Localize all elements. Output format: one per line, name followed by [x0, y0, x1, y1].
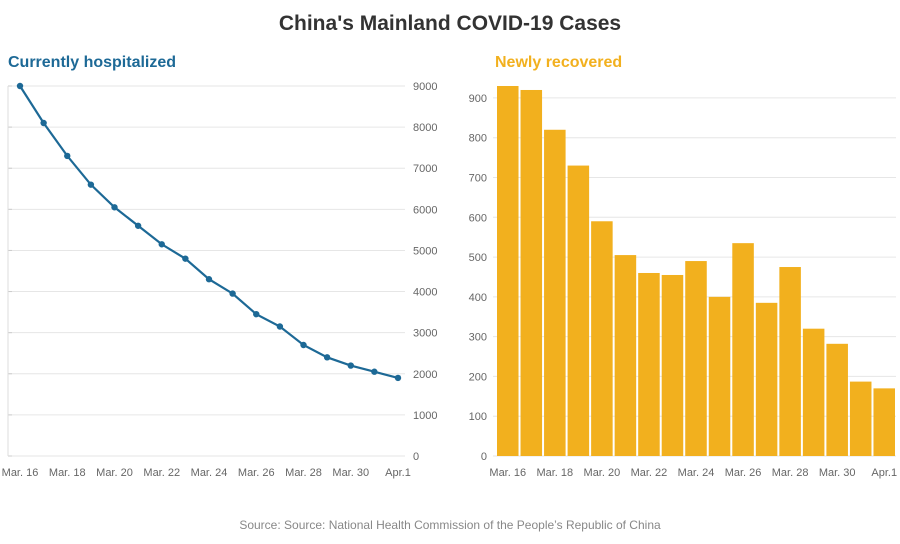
y-tick-label: 3000	[413, 328, 437, 340]
x-tick-label: Mar. 26	[725, 467, 762, 479]
data-point	[182, 255, 189, 262]
chart-title: China's Mainland COVID-19 Cases	[278, 12, 622, 35]
x-tick-label: Mar. 24	[191, 467, 228, 479]
data-point	[64, 152, 71, 160]
data-point	[87, 181, 95, 188]
y-tick-label: 500	[469, 252, 487, 264]
recovered-bar	[802, 328, 825, 456]
x-tick-label: Mar. 18	[49, 467, 86, 479]
recovered-bar	[567, 165, 590, 456]
data-point	[158, 241, 165, 248]
recovered-bar	[732, 243, 754, 456]
recovered-bar	[826, 343, 848, 456]
x-tick-label: Mar. 28	[772, 467, 809, 479]
y-tick-label: 200	[469, 371, 487, 383]
x-tick-label: Mar. 22	[631, 467, 668, 479]
y-tick-label: 8000	[413, 122, 437, 134]
y-tick-label: 700	[469, 173, 487, 185]
y-tick-label: 9000	[413, 81, 437, 93]
recovered-chart-title: Newly recovered	[495, 54, 623, 71]
recovered-bar	[638, 272, 660, 456]
x-tick-label: Apr.1	[871, 467, 897, 479]
y-tick-label: 400	[469, 292, 487, 304]
x-tick-label: Mar. 22	[143, 467, 180, 479]
y-tick-label: 1000	[413, 410, 437, 422]
data-point	[16, 82, 24, 90]
x-tick-label: Mar. 16	[2, 467, 39, 479]
data-point	[253, 310, 260, 318]
y-tick-label: 0	[481, 451, 487, 463]
recovered-bar	[779, 267, 801, 456]
recovered-bar	[497, 86, 519, 456]
recovered-bar	[520, 89, 543, 457]
recovered-bar	[849, 381, 872, 456]
y-tick-label: 900	[469, 93, 487, 105]
x-tick-label: Mar. 30	[332, 467, 369, 479]
data-point	[40, 119, 47, 127]
data-point	[134, 222, 142, 229]
recovered-bar	[661, 274, 684, 456]
x-tick-label: Apr.1	[385, 467, 411, 479]
data-point	[229, 290, 236, 297]
x-tick-label: Mar. 28	[285, 467, 322, 479]
x-tick-label: Mar. 18	[536, 467, 573, 479]
recovered-bar	[873, 388, 895, 456]
y-tick-label: 100	[469, 411, 487, 423]
data-point	[205, 276, 213, 283]
y-tick-label: 6000	[413, 204, 437, 216]
x-tick-label: Mar. 30	[819, 467, 856, 479]
x-tick-label: Mar. 16	[489, 467, 526, 479]
recovered-bar	[708, 296, 731, 456]
y-tick-label: 600	[469, 212, 487, 224]
recovered-bar	[544, 129, 566, 457]
recovered-bar	[591, 221, 613, 456]
recovered-bar	[755, 302, 778, 456]
hospitalized-line	[19, 85, 399, 379]
data-point	[111, 204, 118, 211]
source-note: Source: Source: National Health Commissi…	[239, 518, 661, 532]
x-tick-label: Mar. 20	[584, 467, 621, 479]
y-tick-label: 2000	[413, 369, 437, 381]
hospitalized-chart-title: Currently hospitalized	[8, 54, 177, 71]
y-tick-label: 300	[469, 332, 487, 344]
y-tick-label: 800	[469, 133, 487, 145]
data-point	[276, 323, 284, 330]
y-tick-label: 4000	[413, 287, 437, 299]
data-point	[300, 341, 307, 349]
x-tick-label: Mar. 24	[678, 467, 715, 479]
data-point	[323, 354, 331, 361]
y-tick-label: 7000	[413, 163, 437, 175]
x-tick-label: Mar. 20	[96, 467, 133, 479]
y-tick-label: 0	[413, 451, 419, 463]
data-point	[347, 362, 354, 369]
data-point	[371, 368, 378, 375]
recovered-bar	[614, 255, 637, 456]
recovered-bar	[685, 261, 707, 456]
y-tick-label: 5000	[413, 245, 437, 257]
x-tick-label: Mar. 26	[238, 467, 275, 479]
data-point	[394, 374, 402, 382]
